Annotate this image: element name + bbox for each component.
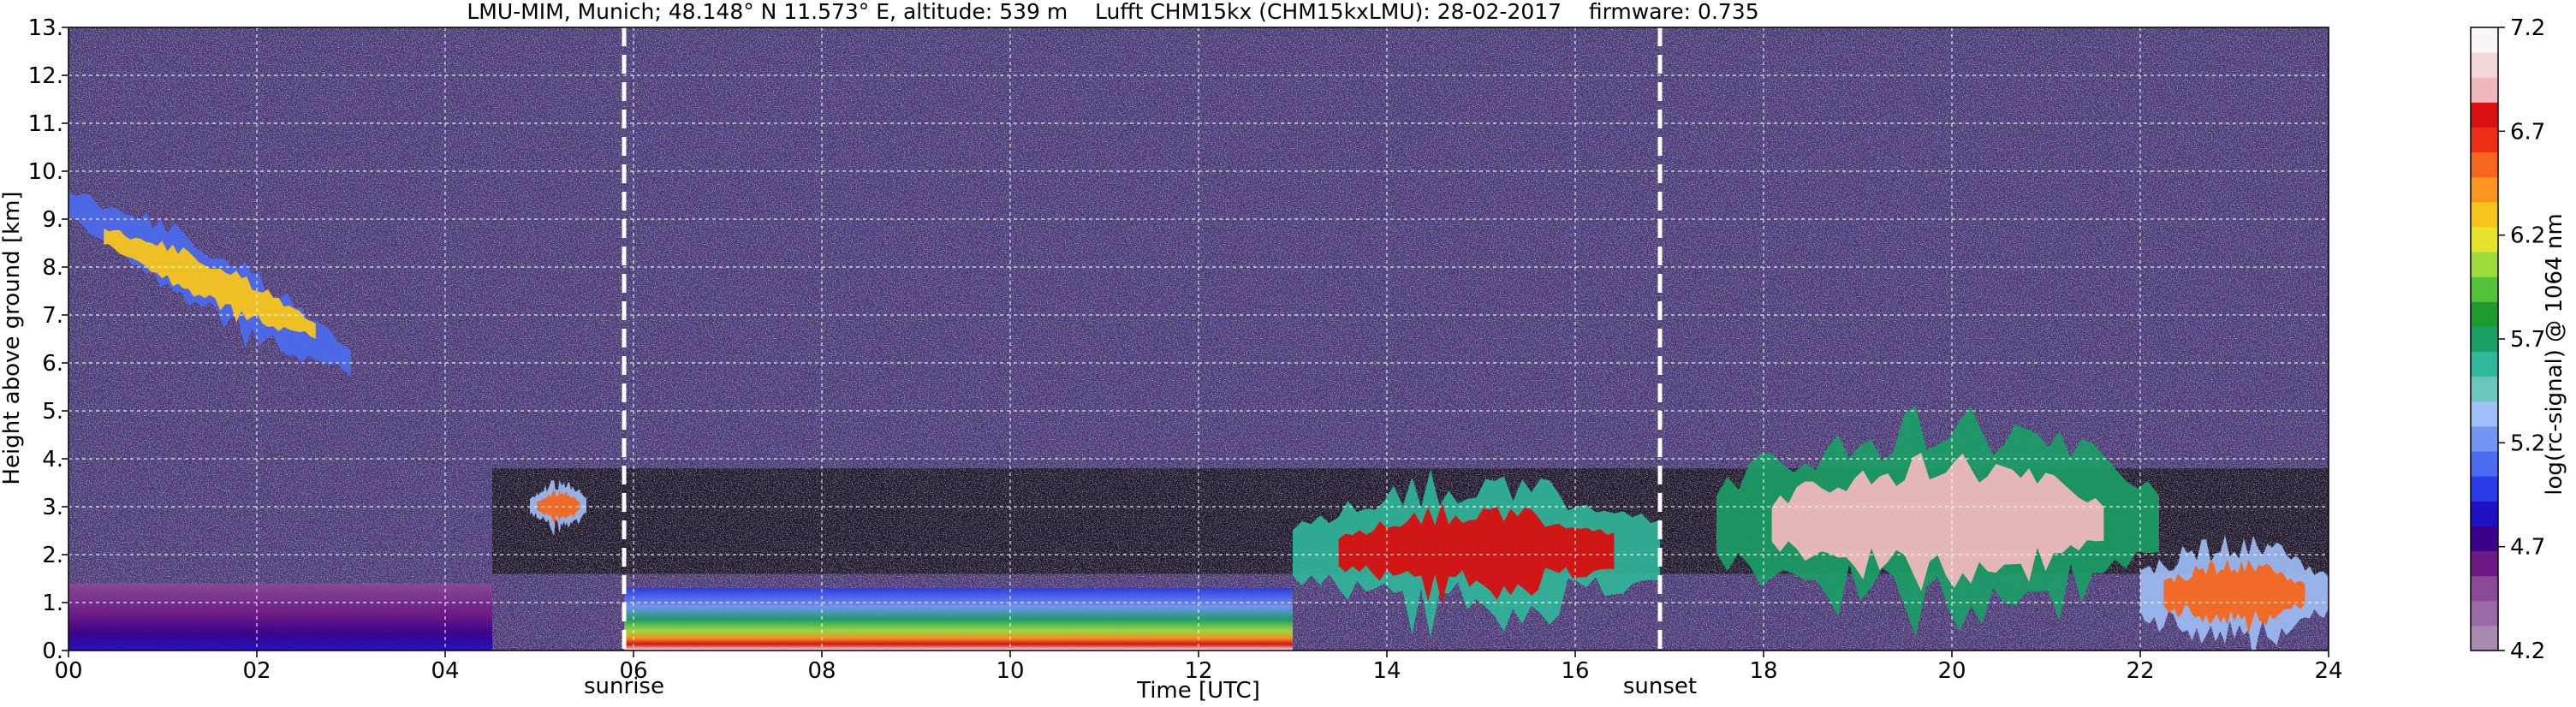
colorbar-segment [2471, 152, 2498, 178]
colorbar-segment [2471, 526, 2498, 552]
colorbar-segment [2471, 501, 2498, 526]
y-tick-label: 8. [42, 255, 63, 281]
colorbar-tick-label: 4.2 [2510, 639, 2545, 664]
colorbar-segment [2471, 226, 2498, 253]
y-tick-label: 10. [28, 159, 63, 185]
colorbar-segment [2471, 376, 2498, 402]
colorbar-segment [2471, 600, 2498, 627]
colorbar-segment [2471, 351, 2498, 377]
x-tick-label: 14 [1372, 658, 1401, 684]
colorbar: 4.2 4.7 5.2 5.7 6.2 6.7 7.2 [2470, 15, 2545, 664]
colorbar-segment [2471, 77, 2498, 103]
colorbar-tick-label: 4.7 [2510, 535, 2545, 561]
colorbar-segment [2471, 52, 2498, 78]
colorbar-tick-label: 6.7 [2510, 119, 2545, 145]
x-tick-label: 04 [431, 658, 459, 684]
y-axis-label: Height above ground [km] [0, 191, 25, 484]
colorbar-segment [2471, 252, 2498, 277]
x-tick-label: 00 [54, 658, 82, 684]
colorbar-segment [2471, 301, 2498, 327]
y-tick-label: 5. [42, 399, 63, 425]
colorbar-segment [2471, 176, 2498, 203]
y-tick-label: 11. [28, 111, 63, 137]
colorbar-segment [2471, 476, 2498, 502]
colorbar-tick-label: 7.2 [2510, 15, 2545, 41]
colorbar-segment [2471, 575, 2498, 602]
x-tick-label: 10 [996, 658, 1024, 684]
colorbar-segment [2471, 451, 2498, 477]
chart-title: LMU-MIM, Munich; 48.148° N 11.573° E, al… [467, 0, 1758, 24]
colorbar-tick-label: 6.2 [2510, 223, 2545, 249]
y-tick-label: 7. [42, 303, 63, 329]
annotations: sunrise sunset [584, 674, 1697, 699]
colorbar-segment [2471, 326, 2498, 353]
grid-lines [68, 27, 2329, 651]
feature-low-cloud-core [2163, 559, 2305, 635]
y-tick-label: 2. [42, 543, 63, 568]
y-tick-label: 4. [42, 447, 63, 472]
sunset-label: sunset [1623, 674, 1697, 699]
colorbar-segment [2471, 625, 2498, 651]
colorbar-segment [2471, 201, 2498, 228]
colorbar-tick-label: 5.2 [2510, 431, 2545, 456]
x-axis-label: Time [UTC] [1136, 678, 1260, 704]
y-tick-label: 9. [42, 207, 63, 233]
y-tick-label: 13. [28, 15, 63, 41]
sun-markers [622, 27, 1663, 651]
colorbar-label: log(rc-signal) @ 1064 nm [2542, 213, 2567, 495]
x-tick-label: 06 [619, 658, 647, 684]
feature-boundary-layer [68, 583, 492, 651]
colorbar-segment [2471, 550, 2498, 577]
colorbar-segment [2471, 276, 2498, 302]
y-tick-label: 3. [42, 495, 63, 520]
y-axis-ticks: 0. 1. 2. 3. 4. 5. 6. 7. 8. 9. 10. 11. 12. 13. [28, 15, 68, 664]
x-tick-label: 16 [1561, 658, 1589, 684]
colorbar-segment [2471, 401, 2498, 427]
x-tick-label: 08 [807, 658, 836, 684]
feature-aerosol-layer [624, 588, 1293, 651]
x-tick-label: 12 [1184, 658, 1212, 684]
y-tick-label: 0. [42, 639, 63, 664]
colorbar-segment [2471, 127, 2498, 153]
x-axis-ticks: 00 02 04 06 08 10 12 14 16 18 20 22 24 [54, 651, 2343, 684]
x-tick-label: 22 [2126, 658, 2154, 684]
y-tick-label: 1. [42, 591, 63, 616]
x-tick-label: 20 [1937, 658, 1966, 684]
y-tick-label: 12. [28, 63, 63, 89]
y-tick-label: 6. [42, 351, 63, 377]
signal-features [68, 192, 2329, 651]
x-tick-label: 02 [242, 658, 271, 684]
feature-cloud-core [537, 490, 580, 525]
colorbar-tick-label: 5.7 [2510, 327, 2545, 353]
colorbar-segment [2471, 425, 2498, 452]
x-tick-label: 18 [1749, 658, 1777, 684]
feature-cloud-core [1338, 502, 1615, 603]
feature-cirrus-core [104, 229, 316, 339]
sunrise-label: sunrise [584, 674, 664, 699]
x-tick-label: 24 [2314, 658, 2342, 684]
colorbar-segment [2471, 102, 2498, 128]
colorbar-segment [2471, 27, 2498, 53]
feature-cloud-core [1771, 453, 2104, 591]
